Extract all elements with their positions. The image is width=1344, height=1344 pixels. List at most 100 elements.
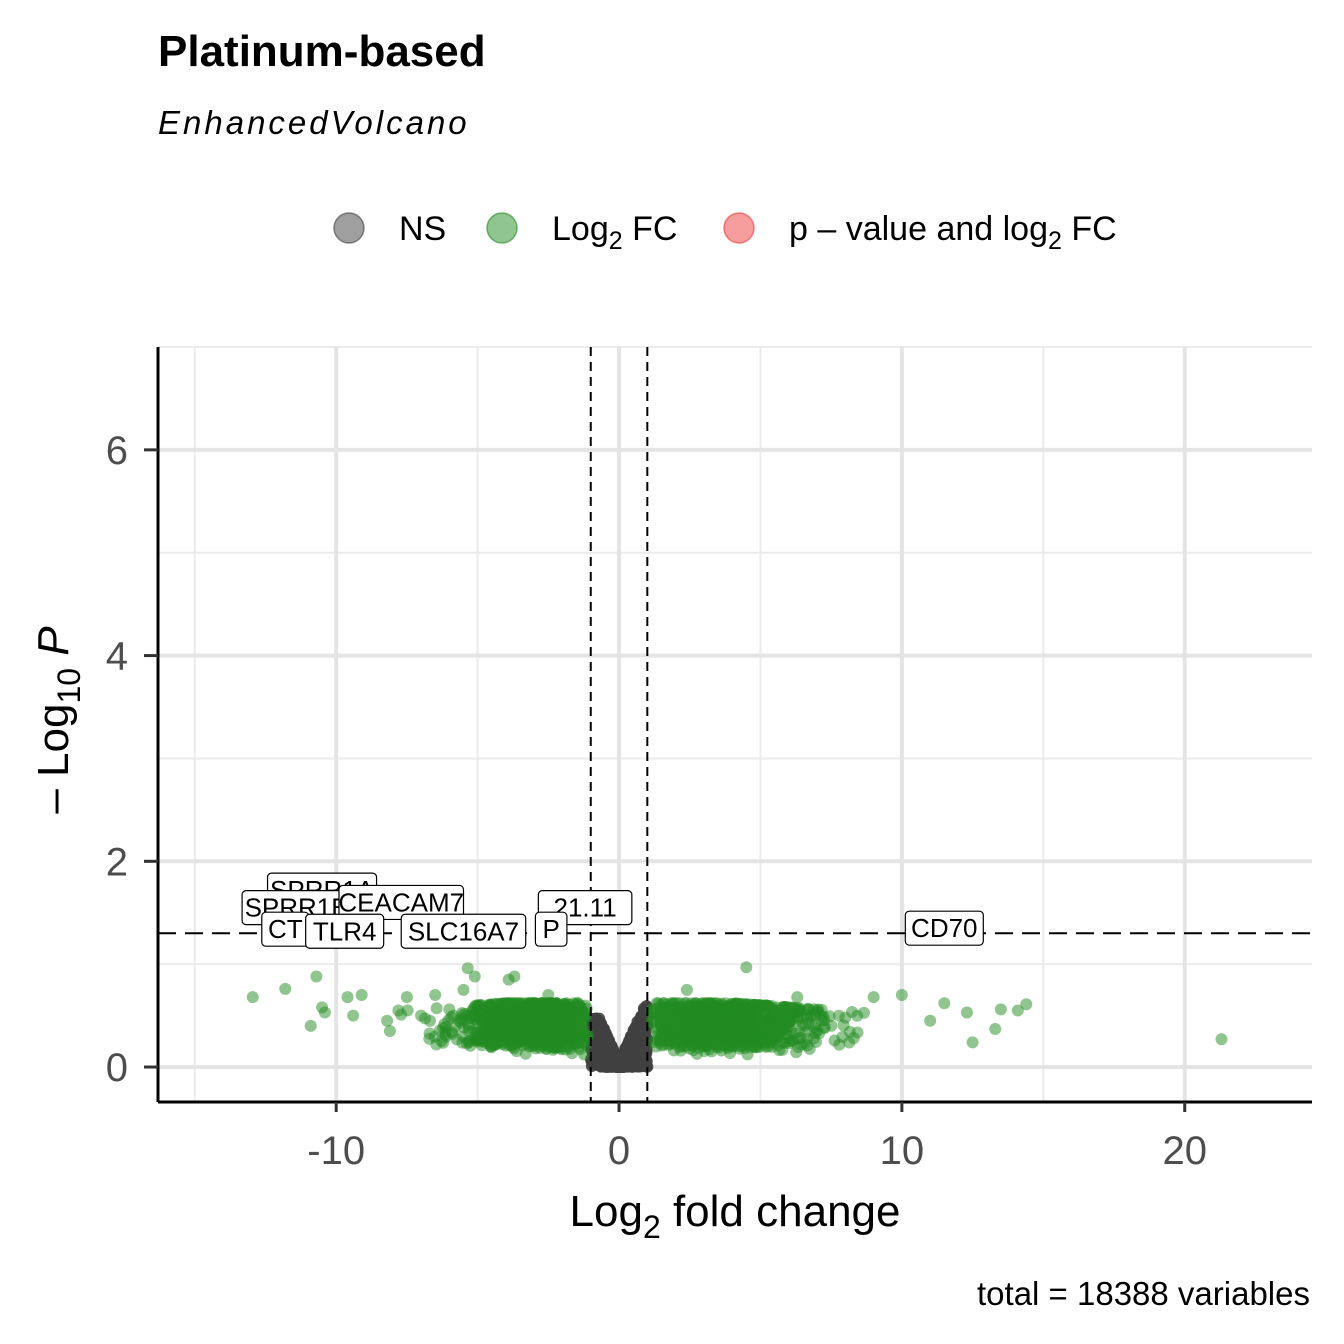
fc-point: [989, 1022, 1002, 1035]
fc-point: [455, 1012, 468, 1025]
legend-label: Log2 FC: [552, 210, 677, 255]
fc-point: [797, 1037, 810, 1050]
fc-point: [469, 999, 482, 1012]
fc-point: [664, 1032, 677, 1045]
fc-point: [534, 1022, 547, 1035]
fc-point: [493, 1035, 506, 1048]
fc-point: [760, 999, 773, 1012]
fc-point: [725, 1001, 738, 1014]
fc-point: [541, 1036, 554, 1049]
ns-point: [624, 1056, 637, 1069]
legend: NS Log2 FC p – value and log2 FC: [333, 210, 1117, 255]
fc-point: [456, 1030, 469, 1043]
fc-point: [304, 1019, 317, 1032]
fc-point: [667, 997, 680, 1010]
fc-point: [924, 1014, 937, 1027]
gene-label-box: [534, 911, 568, 947]
gridlines: [158, 346, 1312, 1102]
fc-point: [725, 1029, 738, 1042]
fc-point: [867, 991, 880, 1004]
fc-point: [508, 970, 521, 983]
fc-point: [683, 1042, 696, 1055]
gene-labels: SPRR1ASPRR1BCEACAM721.11CTTLR4SLC16A7PCD…: [241, 872, 984, 949]
legend-marker: [723, 212, 755, 244]
fc-point: [318, 1006, 331, 1019]
ns-point: [614, 1056, 627, 1069]
gene-label-box: [904, 910, 984, 946]
fc-point: [457, 983, 470, 996]
fc-point: [655, 1009, 668, 1022]
fc-point: [559, 1003, 572, 1016]
ns-point: [593, 1024, 606, 1037]
fc-point: [430, 1002, 443, 1015]
fc-point: [653, 1036, 666, 1049]
fc-point: [461, 962, 474, 975]
fc-point: [740, 961, 753, 974]
fc-point: [381, 1014, 394, 1027]
fc-point: [383, 1025, 396, 1038]
fc-point: [573, 1022, 586, 1035]
fc-point: [710, 1041, 723, 1054]
gene-label: SLC16A7: [408, 916, 519, 946]
fc-point: [818, 1021, 831, 1034]
x-tick-label: -10: [307, 1129, 365, 1173]
fc-point: [515, 1025, 528, 1038]
fc-point: [341, 991, 354, 1004]
y-tick-label: 6: [106, 429, 128, 473]
fc-point: [674, 1032, 687, 1045]
fc-point: [485, 1015, 498, 1028]
fc-point: [279, 982, 292, 995]
fc-point: [833, 1038, 846, 1051]
gene-label-box: [305, 913, 385, 949]
gene-label: P: [542, 914, 559, 944]
fc-point: [503, 1002, 516, 1015]
ns-point: [636, 1042, 649, 1055]
fc-point: [680, 983, 693, 996]
fc-point: [347, 1009, 360, 1022]
fc-point: [465, 1011, 478, 1024]
ns-point: [593, 1035, 606, 1048]
fc-point: [448, 1021, 461, 1034]
fc-point: [697, 1019, 710, 1032]
fc-point: [799, 1019, 812, 1032]
fc-point: [749, 1009, 762, 1022]
x-tick-label: 10: [880, 1129, 925, 1173]
x-axis-title: Log2 fold change: [570, 1187, 901, 1245]
fc-point: [1215, 1033, 1228, 1046]
fc-point: [310, 970, 323, 983]
fc-point: [502, 1026, 515, 1039]
fc-point: [1011, 1004, 1024, 1017]
fc-point: [504, 1017, 517, 1030]
ns-point: [624, 1030, 637, 1043]
data-points: [246, 961, 1228, 1074]
gene-label: CT: [268, 914, 303, 944]
x-tick-label: 0: [608, 1129, 630, 1173]
y-axis-title: – Log10 P: [29, 626, 87, 814]
legend-label: NS: [399, 210, 446, 248]
y-tick-label: 4: [106, 635, 128, 679]
fc-point: [468, 970, 481, 983]
fc-point: [674, 1044, 687, 1057]
fc-point: [701, 1005, 714, 1018]
chart-title: Platinum-based: [158, 27, 486, 76]
fc-point: [468, 1031, 481, 1044]
ns-point: [619, 1041, 632, 1054]
cutoff-lines: [158, 347, 1312, 1102]
fc-point: [355, 989, 368, 1002]
y-tick-label: 2: [106, 840, 128, 884]
ns-point: [635, 1010, 648, 1023]
fc-point: [423, 1027, 436, 1040]
gene-label-box: [400, 913, 527, 949]
fc-point: [938, 997, 951, 1010]
fc-point: [423, 1014, 436, 1027]
ns-point: [602, 1060, 615, 1073]
plot-area: SPRR1ASPRR1BCEACAM721.11CTTLR4SLC16A7PCD…: [29, 346, 1312, 1245]
x-tick-label: 20: [1162, 1129, 1207, 1173]
fc-point: [994, 1003, 1007, 1016]
fc-point: [839, 1011, 852, 1024]
fc-point: [791, 991, 804, 1004]
fc-point: [435, 1035, 448, 1048]
fc-point: [392, 1004, 405, 1017]
fc-point: [857, 1006, 870, 1019]
fc-point: [246, 991, 259, 1004]
